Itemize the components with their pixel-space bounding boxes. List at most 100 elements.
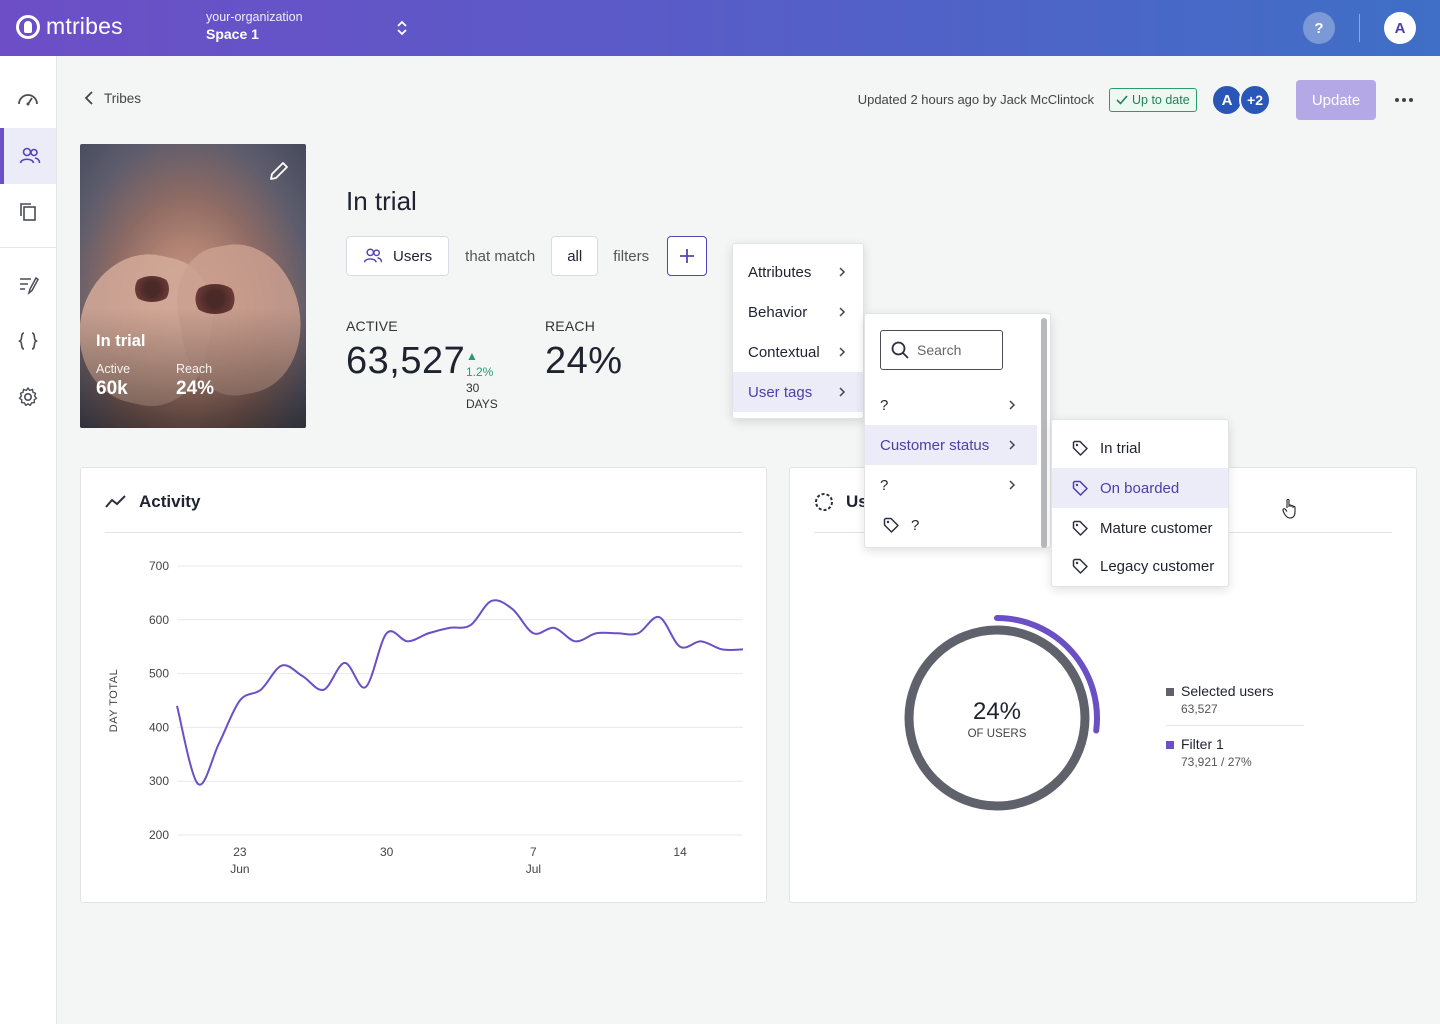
activity-chart: 200 300 400 500 600 700 DAY TOTAL 23 Jun 30 7 Jul 14: [108, 559, 744, 876]
logo-mark-icon: [16, 14, 40, 39]
seeds-shape: [132, 276, 172, 302]
sidebar-item-settings[interactable]: [0, 369, 56, 425]
menu-item-tag-group[interactable]: ?: [865, 465, 1037, 505]
legend-value: 63,527: [1181, 702, 1218, 716]
sidebar-divider: [0, 247, 56, 248]
trend-value: ▲ 1.2%: [466, 348, 498, 380]
activity-header: Activity: [105, 492, 200, 512]
menu-item-user-tags[interactable]: User tags: [733, 372, 863, 412]
match-mode-selector[interactable]: all: [551, 236, 599, 276]
page-title: In trial: [346, 186, 417, 216]
menu-item-legacy-customer[interactable]: Legacy customer: [1052, 546, 1228, 586]
sidebar-item-schema[interactable]: [0, 313, 56, 369]
reach-value: 24%: [545, 340, 623, 382]
trend: ▲ 1.2% 30 DAYS: [466, 348, 498, 412]
menu-item-label: ?: [911, 516, 920, 534]
activity-title: Activity: [139, 492, 201, 511]
status-badge-label: Up to date: [1132, 93, 1190, 107]
mtribes-logo[interactable]: mtribes: [16, 13, 123, 40]
tag-icon: [1072, 558, 1088, 574]
plus-icon: [680, 249, 695, 263]
y-tick-label: 700: [149, 559, 169, 573]
menu-item-label: ?: [880, 396, 889, 414]
that-match-text: that match: [465, 247, 536, 265]
reach-stat: REACH 24%: [545, 318, 623, 383]
chevron-updown-icon[interactable]: [395, 18, 409, 38]
menu-item-customer-status[interactable]: Customer status: [865, 425, 1037, 465]
more-options-icon[interactable]: [1392, 90, 1416, 110]
hand-cursor-icon: [1282, 498, 1296, 519]
scrollbar-thumb[interactable]: [1041, 318, 1047, 548]
collaborators[interactable]: A +2: [1211, 84, 1273, 116]
trend-line-icon: [105, 495, 126, 508]
sidebar-item-tribes[interactable]: [0, 128, 56, 184]
menu-item-mature-customer[interactable]: Mature customer: [1052, 508, 1228, 548]
x-tick-label: 7: [530, 845, 537, 859]
filter-row: Users that match all filters: [346, 236, 708, 276]
chevron-right-icon: [839, 347, 846, 357]
subject-selector[interactable]: Users: [346, 236, 450, 276]
menu-item-in-trial[interactable]: In trial: [1052, 428, 1228, 468]
menu-item-attributes[interactable]: Attributes: [733, 252, 863, 292]
trend-up-icon: ▲: [466, 349, 478, 363]
x-tick-label: 14: [673, 845, 687, 859]
legend-swatch: [1166, 741, 1174, 749]
donut-track-selected: [904, 625, 1090, 811]
y-tick-label: 600: [149, 613, 169, 627]
y-tick-label: 500: [149, 667, 169, 681]
tag-icon: [1072, 440, 1088, 456]
pencil-icon[interactable]: [268, 160, 290, 182]
search-icon: [891, 341, 909, 359]
add-filter-button[interactable]: [667, 236, 708, 276]
card-reach-stat: Reach 24%: [176, 362, 214, 400]
card-reach-label: Reach: [176, 362, 213, 376]
menu-item-label: ?: [880, 476, 889, 494]
top-bar: mtribes your-organization Space 1 ? A: [0, 0, 1440, 56]
menu-item-label: In trial: [1100, 439, 1141, 457]
menu-item-contextual[interactable]: Contextual: [733, 332, 863, 372]
user-avatar[interactable]: A: [1384, 12, 1416, 44]
menu-item-label: Behavior: [748, 303, 808, 321]
legend-divider: [1166, 725, 1304, 726]
donut-legend: Selected users 63,527 Filter 1 73,921 / …: [1166, 683, 1304, 769]
card-active-value: 60k: [96, 378, 128, 399]
active-label: ACTIVE: [346, 318, 398, 334]
sidebar-item-collections[interactable]: [0, 184, 56, 240]
chevron-left-icon: [84, 91, 93, 105]
card-title: In trial: [96, 332, 146, 350]
sidebar-item-content[interactable]: [0, 257, 56, 313]
trend-value-text: 1.2%: [466, 365, 494, 379]
subject-label: Users: [393, 247, 433, 265]
sidebar-item-dashboard[interactable]: [0, 72, 56, 128]
chevron-right-icon: [1009, 440, 1016, 450]
menu-item-label: Attributes: [748, 263, 812, 281]
menu-item-tag[interactable]: ?: [865, 505, 1037, 545]
help-button[interactable]: ?: [1303, 12, 1335, 44]
donut-icon: [815, 493, 833, 511]
space-switcher[interactable]: your-organization Space 1: [206, 10, 303, 42]
search-placeholder: Search: [917, 342, 962, 358]
x-tick-month: Jun: [230, 862, 249, 876]
y-axis-label: DAY TOTAL: [108, 669, 120, 732]
update-button[interactable]: Update: [1296, 80, 1376, 120]
users-icon: [363, 248, 383, 263]
collaborator-avatar[interactable]: A: [1211, 84, 1243, 116]
card-active-stat: Active 60k: [96, 362, 130, 400]
legend-name: Filter 1: [1181, 736, 1224, 752]
search-input[interactable]: Search: [880, 330, 1003, 370]
card-reach-value: 24%: [176, 378, 215, 399]
collaborator-more[interactable]: +2: [1239, 84, 1271, 116]
scrollbar[interactable]: [1041, 318, 1047, 548]
filter-category-menu: Attributes Behavior Contextual User tags: [732, 243, 864, 419]
users-icon: [19, 147, 41, 164]
y-tick-label: 300: [149, 774, 169, 788]
seeds-shape: [192, 284, 238, 314]
menu-item-on-boarded[interactable]: On boarded: [1052, 468, 1228, 508]
tag-menu: In trial On boarded Mature customer Lega…: [1051, 419, 1229, 587]
menu-item-behavior[interactable]: Behavior: [733, 292, 863, 332]
app-name: mtribes: [46, 13, 123, 39]
back-to-tribes-link[interactable]: Tribes: [84, 90, 141, 106]
status-badge: Up to date: [1109, 88, 1197, 112]
menu-item-tag-group[interactable]: ?: [865, 385, 1037, 425]
legend-item-selected: Selected users 63,527: [1166, 683, 1304, 716]
